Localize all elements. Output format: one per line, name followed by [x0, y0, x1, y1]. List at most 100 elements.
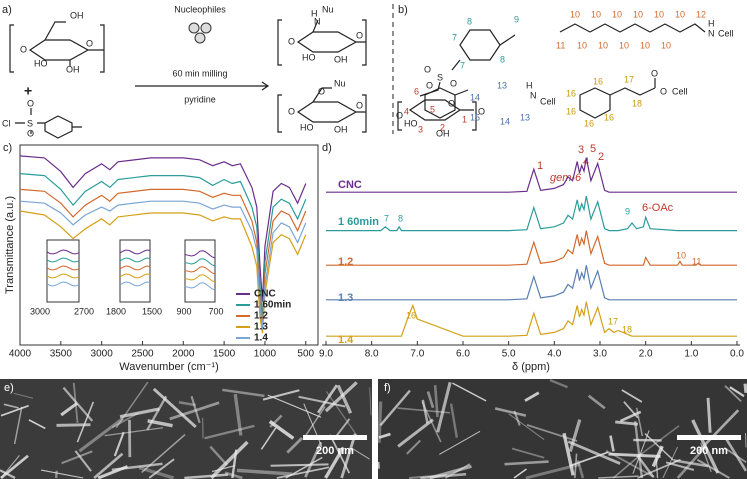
fiber: [148, 458, 175, 479]
chain-number: 10: [633, 9, 643, 19]
fiber: [676, 444, 708, 479]
x-tick-label: 2000: [172, 349, 195, 360]
x-tick-label: 2500: [131, 349, 154, 360]
ring-number: 3: [418, 124, 423, 134]
fiber: [104, 427, 164, 437]
spectrum: [326, 230, 737, 266]
fiber: [605, 449, 655, 479]
x-tick-label: 2.0: [639, 349, 653, 360]
scale-label: 200 nm: [316, 445, 354, 457]
series-label: CNC: [338, 179, 362, 191]
x-tick-label: 4000: [9, 349, 32, 360]
atom: O: [27, 98, 34, 108]
fiber: [420, 472, 467, 479]
fiber: [598, 475, 639, 479]
fiber: [568, 419, 582, 452]
panel-label: e): [4, 382, 14, 394]
fiber: [511, 447, 545, 459]
fiber: [56, 423, 91, 427]
fiber: [525, 462, 581, 479]
x-tick-label: 3000: [91, 349, 114, 360]
x-axis-label: δ (ppm): [512, 361, 550, 373]
fiber: [665, 461, 695, 471]
inset-trace: [184, 274, 216, 283]
atom: HO: [300, 122, 314, 132]
fiber: [61, 450, 93, 465]
spectrum: [326, 157, 737, 193]
spectrum: [19, 155, 307, 302]
fiber: [40, 469, 84, 479]
fiber: [13, 392, 34, 399]
x-tick-label: 5.0: [502, 349, 516, 360]
chain-number: 10: [598, 40, 608, 50]
atom: Cell: [540, 96, 556, 106]
fiber: [379, 389, 411, 427]
chain-number: 10: [640, 40, 650, 50]
fiber: [513, 468, 527, 479]
inset-trace: [119, 281, 151, 287]
legend-label: 1.4: [254, 333, 268, 344]
inset-trace: [184, 282, 216, 291]
atom: OH: [70, 10, 84, 20]
inset-frame: [184, 239, 216, 303]
scale-label: 200 nm: [690, 445, 728, 457]
fiber: [549, 379, 568, 389]
fiber: [324, 446, 345, 479]
plus: +: [24, 83, 32, 99]
atom: S: [437, 72, 443, 82]
fiber: [637, 458, 681, 479]
inset-tick-label: 900: [176, 306, 191, 316]
peak-label: 17: [608, 316, 618, 326]
x-tick-label: 1000: [254, 349, 277, 360]
fiber: [352, 448, 370, 460]
fiber: [317, 384, 338, 414]
atom: O: [651, 68, 658, 78]
fiber: [285, 456, 323, 479]
aniline-number: 14: [500, 116, 510, 126]
ester-number: 16: [593, 76, 603, 86]
fiber: [397, 407, 451, 414]
chain-number: 10: [612, 9, 622, 19]
spectrum: [326, 301, 737, 337]
atom: O: [424, 64, 431, 74]
peak-label: 5: [590, 143, 596, 155]
atom: O: [356, 100, 363, 110]
inset-frame: [119, 239, 151, 303]
scale-bar: [303, 435, 367, 440]
fiber: [369, 387, 372, 416]
fiber: [97, 465, 129, 479]
ester-number: 16: [566, 106, 576, 116]
legend-label: 1.3: [254, 322, 268, 333]
x-tick-label: 0.0: [730, 349, 744, 360]
x-tick-label: 3.0: [593, 349, 607, 360]
peak-label: 9: [625, 206, 630, 216]
fiber: [377, 401, 383, 443]
chain-number: 10: [591, 9, 601, 19]
fiber: [378, 432, 391, 439]
chain-number: 10: [661, 40, 671, 50]
x-tick-label: 500: [297, 349, 314, 360]
fiber: [524, 391, 540, 402]
fiber: [408, 473, 447, 479]
fiber: [673, 459, 709, 468]
peak-label: 11: [692, 256, 701, 266]
fiber: [204, 424, 255, 440]
inset-tick-label: 2700: [74, 306, 94, 316]
inset-trace: [46, 273, 80, 279]
atom: H: [708, 18, 715, 28]
fiber: [115, 381, 149, 429]
reagent: Nucleophiles: [174, 4, 226, 14]
tosyl-number: 7: [460, 60, 465, 70]
scheme-a: [9, 19, 367, 139]
fiber: [0, 454, 29, 479]
fiber: [623, 401, 639, 419]
inset-frame: [46, 239, 80, 303]
fiber: [178, 400, 196, 407]
fiber: [270, 463, 329, 467]
fiber: [724, 385, 742, 403]
ester-number: 16: [604, 112, 614, 122]
ring-number: 4: [404, 106, 409, 116]
legend-label: 1 60min: [254, 300, 291, 311]
atom: HO: [34, 58, 48, 68]
